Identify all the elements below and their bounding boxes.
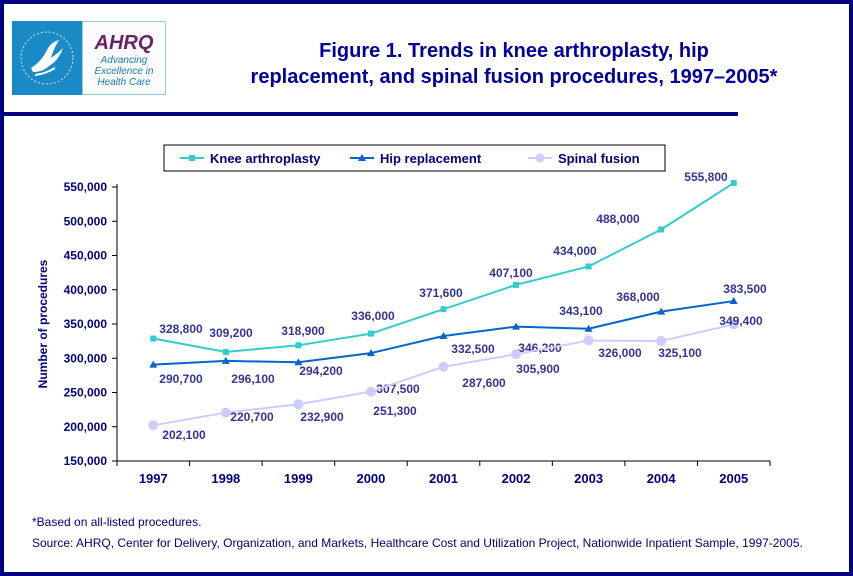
data-point xyxy=(729,297,738,305)
data-point xyxy=(730,180,737,187)
page-title: Figure 1. Trends in knee arthroplasty, h… xyxy=(250,40,778,88)
data-label: 318,900 xyxy=(281,324,325,338)
data-label: 328,800 xyxy=(159,322,203,336)
x-tick-label: 2005 xyxy=(719,471,748,486)
data-label: 349,400 xyxy=(719,314,763,328)
data-point xyxy=(365,386,376,397)
data-label: 332,500 xyxy=(451,342,495,356)
data-point xyxy=(728,319,739,330)
data-point xyxy=(293,399,304,410)
data-point xyxy=(512,322,521,330)
hhs-eagle-logo xyxy=(12,21,82,95)
data-label: 296,100 xyxy=(231,372,275,386)
data-label: 251,300 xyxy=(373,404,417,418)
data-point xyxy=(150,335,157,342)
data-point xyxy=(294,358,303,366)
ahrq-logo: AHRQ Advancing Excellence in Health Care xyxy=(82,21,166,95)
data-label: 220,700 xyxy=(230,410,274,424)
x-tick-label: 2003 xyxy=(574,471,603,486)
x-tick-label: 1999 xyxy=(284,471,313,486)
data-point xyxy=(658,226,665,233)
footnote: *Based on all-listed procedures. xyxy=(32,515,202,529)
y-tick-label: 350,000 xyxy=(64,317,108,331)
data-point xyxy=(440,306,447,313)
legend-marker-icon xyxy=(189,155,195,161)
legend-label: Spinal fusion xyxy=(558,151,640,166)
y-tick-label: 500,000 xyxy=(64,214,108,228)
data-point xyxy=(656,336,667,347)
data-label: 202,100 xyxy=(162,428,206,442)
data-point xyxy=(583,335,594,346)
y-tick-label: 200,000 xyxy=(64,420,108,434)
source-note: Source: AHRQ, Center for Delivery, Organ… xyxy=(32,536,803,550)
y-tick-label: 550,000 xyxy=(64,180,108,194)
data-label: 371,600 xyxy=(419,286,463,300)
data-label: 383,500 xyxy=(723,282,767,296)
legend-label: Knee arthroplasty xyxy=(210,151,321,166)
data-point xyxy=(222,348,229,355)
legend-marker-icon xyxy=(535,153,545,163)
y-tick-label: 250,000 xyxy=(64,386,108,400)
data-label: 287,600 xyxy=(462,376,506,390)
y-tick-label: 150,000 xyxy=(64,454,108,468)
data-point xyxy=(148,420,159,431)
data-label: 325,100 xyxy=(658,346,702,360)
data-point xyxy=(295,342,302,349)
x-tick-label: 2004 xyxy=(647,471,677,486)
line-chart: 150,000 200,000 250,000 300,000 350,000 400,0… xyxy=(36,144,771,486)
x-tick-label: 2000 xyxy=(356,471,385,486)
data-label: 343,100 xyxy=(559,304,603,318)
data-label: 290,700 xyxy=(159,372,203,386)
data-label: 555,800 xyxy=(684,170,728,184)
data-label: 326,000 xyxy=(598,346,642,360)
x-tick-label: 2001 xyxy=(429,471,458,486)
x-tick-label: 2002 xyxy=(502,471,531,486)
legend-box xyxy=(163,144,666,172)
data-point xyxy=(513,281,520,288)
header-divider xyxy=(4,112,738,116)
data-point xyxy=(367,330,374,337)
data-point xyxy=(366,349,375,357)
data-label: 232,900 xyxy=(300,410,344,424)
data-label: 434,000 xyxy=(553,244,597,258)
data-point xyxy=(220,407,231,418)
y-tick-label: 450,000 xyxy=(64,249,108,263)
legend-marker-icon xyxy=(358,154,366,161)
data-label: 407,100 xyxy=(489,266,533,280)
data-point xyxy=(149,360,158,368)
data-point xyxy=(221,356,230,364)
data-label: 368,000 xyxy=(616,290,660,304)
data-point xyxy=(657,307,666,315)
y-tick-label: 400,000 xyxy=(64,283,108,297)
data-point xyxy=(439,331,448,339)
data-label: 488,000 xyxy=(596,212,640,226)
data-point xyxy=(438,361,449,372)
y-axis-title: Number of procedures xyxy=(36,259,50,388)
data-label: 305,900 xyxy=(516,362,560,376)
x-tick-label: 1998 xyxy=(211,471,240,486)
data-label: 336,000 xyxy=(351,309,395,323)
logo: AHRQ Advancing Excellence in Health Care xyxy=(12,21,166,95)
data-label: 307,500 xyxy=(376,382,420,396)
data-label: 294,200 xyxy=(299,364,343,378)
data-label: 309,200 xyxy=(209,326,253,340)
x-tick-label: 1997 xyxy=(139,471,168,486)
data-point xyxy=(585,263,592,270)
data-point xyxy=(511,349,522,360)
legend-label: Hip replacement xyxy=(380,151,482,166)
y-tick-label: 300,000 xyxy=(64,351,108,365)
data-point xyxy=(584,324,593,332)
